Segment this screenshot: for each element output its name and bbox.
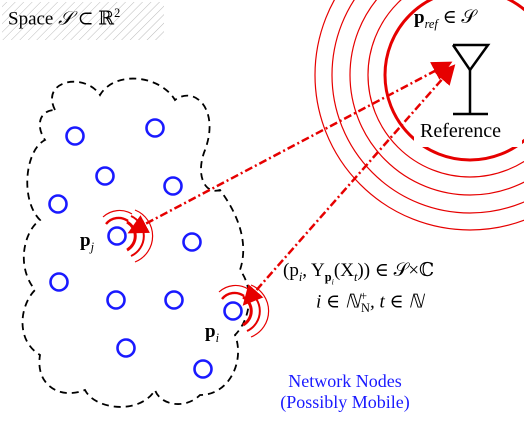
pj-label: pj: [80, 230, 95, 254]
node: [48, 194, 68, 214]
reference-label: Reference: [420, 120, 502, 142]
antenna-icon: [451, 43, 491, 116]
space-label: Space 𝒮 ⊂ ℝ2: [8, 6, 121, 30]
network-region: [21, 77, 250, 408]
node: [106, 290, 126, 310]
node: [193, 359, 213, 379]
node-pj-signal: [102, 209, 154, 263]
pref-label: pref ∈ 𝒮: [414, 7, 477, 31]
network-nodes-caption: Network Nodes (Possibly Mobile): [280, 371, 410, 412]
pi-label: pi: [205, 321, 220, 345]
arrow-pi-reference: [242, 64, 456, 306]
node: [145, 118, 165, 138]
node: [163, 176, 183, 196]
node: [95, 166, 115, 186]
node: [164, 290, 184, 310]
formula-line-1: (pi, Ypi(Xt)) ∈ 𝒮×ℂ: [283, 260, 435, 287]
node: [107, 226, 127, 246]
arrow-pj-reference: [127, 61, 453, 234]
node-pi-signal: [218, 284, 270, 338]
node: [182, 232, 202, 252]
node: [65, 126, 85, 146]
node: [223, 301, 243, 321]
node: [116, 338, 136, 358]
node: [49, 272, 69, 292]
formula-line-2: i ∈ ℕ+N, t ∈ ℕ: [316, 289, 424, 316]
space-hatch: [2, 2, 164, 40]
